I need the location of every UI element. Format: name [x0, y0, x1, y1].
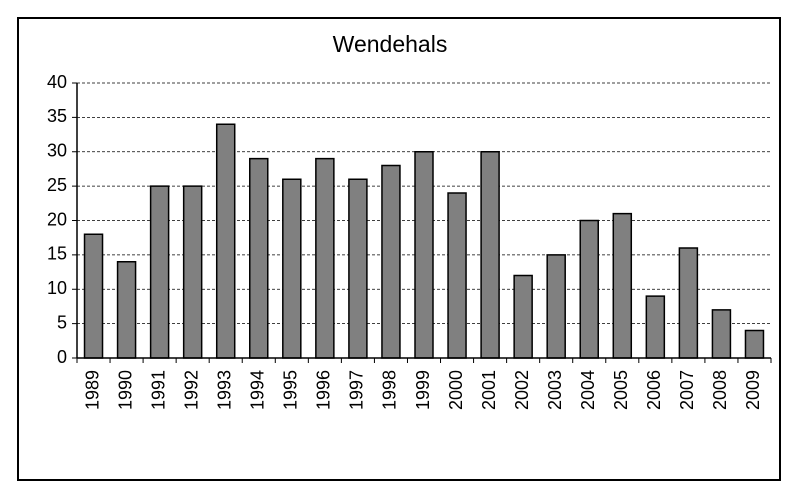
x-tick-label: 1998	[380, 370, 400, 410]
bar	[480, 151, 500, 359]
y-tick-label: 10	[47, 278, 67, 298]
x-tick-label: 1996	[314, 370, 334, 410]
x-tick-label: 2000	[446, 370, 466, 410]
bar	[182, 185, 203, 359]
y-tick-label: 35	[47, 106, 67, 126]
bar	[744, 329, 765, 359]
bar	[645, 295, 666, 359]
x-tick-label: 1997	[347, 370, 367, 410]
bar	[249, 157, 269, 359]
bar	[711, 309, 732, 359]
x-tick-label: 2009	[743, 370, 763, 410]
bar	[149, 185, 170, 359]
bar	[546, 254, 566, 359]
bar	[678, 247, 699, 359]
bar	[83, 233, 104, 359]
x-tick-label: 1994	[248, 370, 268, 410]
x-tick-label: 1995	[281, 370, 301, 410]
y-tick-label: 30	[47, 141, 67, 161]
y-tick-label: 20	[47, 209, 67, 229]
y-tick-label: 40	[47, 72, 67, 92]
x-tick-label: 2005	[611, 370, 631, 410]
y-tick-label: 25	[47, 175, 67, 195]
bar	[447, 192, 467, 359]
x-tick-label: 1999	[413, 370, 433, 410]
bar	[612, 212, 633, 359]
bar	[579, 219, 599, 359]
y-tick-label: 0	[57, 347, 67, 367]
bar	[315, 157, 335, 359]
x-tick-label: 2008	[710, 370, 730, 410]
x-tick-label: 2002	[512, 370, 532, 410]
chart-title: Wendehals	[333, 31, 448, 57]
bar	[282, 178, 302, 359]
x-tick-label: 1990	[115, 370, 135, 410]
bar	[414, 151, 434, 359]
x-tick-label: 1993	[214, 370, 234, 410]
bar	[381, 164, 401, 359]
x-tick-label: 2006	[644, 370, 664, 410]
x-tick-label: 2004	[578, 370, 598, 410]
y-tick-label: 5	[57, 312, 67, 332]
y-tick-label: 15	[47, 244, 67, 264]
bar	[348, 178, 368, 359]
x-tick-label: 2001	[479, 370, 499, 410]
x-tick-label: 2007	[677, 370, 697, 410]
bar	[215, 123, 236, 359]
bar	[116, 261, 137, 359]
x-tick-label: 1989	[82, 370, 102, 410]
x-tick-label: 1992	[181, 370, 201, 410]
bar	[513, 274, 533, 359]
x-tick-label: 2003	[545, 370, 565, 410]
x-tick-label: 1991	[148, 370, 168, 410]
